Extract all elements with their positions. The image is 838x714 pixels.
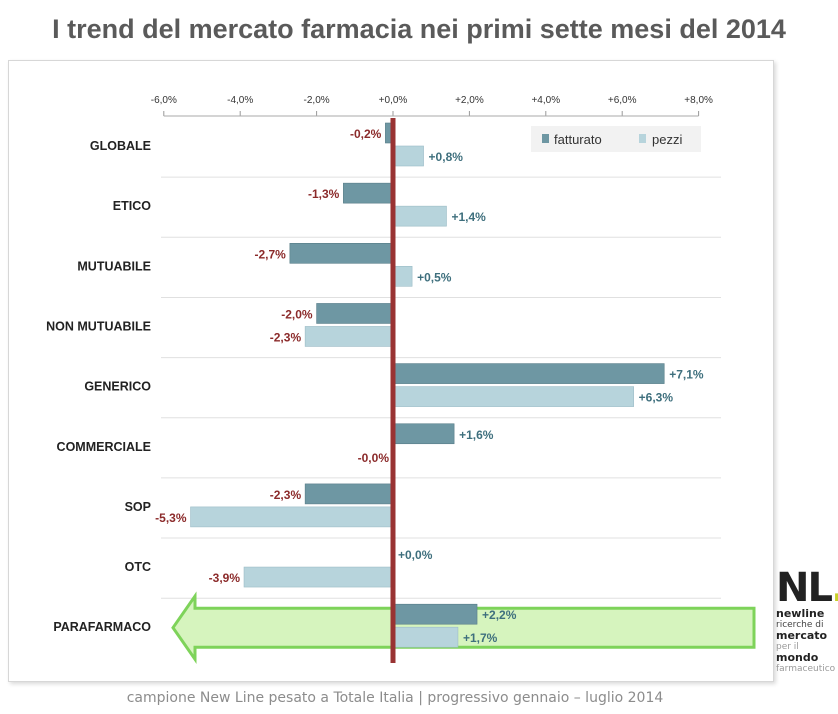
- data-label-fatturato: +0,0%: [398, 548, 433, 562]
- bar-pezzi: [392, 145, 424, 167]
- x-tick-label: +6,0%: [608, 95, 637, 106]
- logo-line-3: mercato: [776, 629, 828, 642]
- data-label-fatturato: -2,0%: [281, 307, 313, 321]
- zero-line: [390, 118, 396, 663]
- category-label: PARAFARMACO: [53, 620, 151, 634]
- bar-fatturato: [304, 483, 394, 505]
- page-title: I trend del mercato farmacia nei primi s…: [52, 14, 786, 44]
- logo-line-1: newline: [776, 607, 825, 620]
- data-label-pezzi: -0,0%: [358, 451, 390, 465]
- category-label: GLOBALE: [90, 139, 151, 153]
- bar-fatturato: [392, 423, 455, 445]
- category-label: SOP: [125, 500, 151, 514]
- category-label: NON MUTUABILE: [46, 319, 151, 333]
- x-tick-label: -2,0%: [304, 95, 330, 106]
- chart: -6,0% -4,0% -2,0% +0,0% +2,0% +4,0% +6,0% +8,0%…: [46, 95, 756, 664]
- logo-line-2: ricerche di: [776, 620, 824, 630]
- data-label-fatturato: -1,3%: [308, 187, 340, 201]
- footer-note: campione New Line pesato a Totale Italia…: [126, 690, 664, 706]
- bar-pezzi: [243, 566, 394, 588]
- x-tick-label: -4,0%: [227, 95, 253, 106]
- category-label: GENERICO: [84, 380, 151, 394]
- highlight-arrow: [171, 591, 756, 664]
- newline-logo: NL. newline ricerche di mercato per il m…: [776, 565, 838, 714]
- x-tick-label: +8,0%: [684, 95, 713, 106]
- data-label-pezzi: +0,5%: [417, 270, 452, 284]
- logo-line-4: per il: [776, 642, 799, 652]
- chart-legend: fatturato pezzi: [531, 126, 701, 152]
- chart-panel: -6,0% -4,0% -2,0% +0,0% +2,0% +4,0% +6,0% +8,0%…: [8, 60, 774, 682]
- data-label-pezzi: +0,8%: [429, 150, 464, 164]
- bar-pezzi: [392, 266, 413, 287]
- legend-swatch-pezzi: [639, 134, 646, 143]
- data-label-pezzi: +1,4%: [451, 210, 486, 224]
- x-tick-label: +2,0%: [455, 95, 484, 106]
- bar-pezzi: [190, 506, 394, 528]
- bar-fatturato: [343, 182, 394, 204]
- legend-swatch-fatturato: [542, 134, 549, 143]
- bar-fatturato: [316, 303, 394, 324]
- legend-box: [531, 126, 701, 152]
- data-label-fatturato: -2,3%: [270, 488, 302, 502]
- x-tick-label: -6,0%: [151, 95, 177, 106]
- data-label-pezzi: -3,9%: [209, 571, 241, 585]
- data-label-pezzi: +1,7%: [463, 631, 498, 645]
- data-label-fatturato: +7,1%: [669, 368, 704, 382]
- bar-pezzi: [392, 205, 447, 227]
- logo-line-6: farmaceutico: [776, 664, 836, 674]
- bar-fatturato: [392, 363, 665, 384]
- category-label: COMMERCIALE: [57, 440, 151, 454]
- bar-pezzi: [392, 626, 459, 648]
- bar-fatturato: [289, 243, 394, 264]
- data-label-fatturato: -2,7%: [255, 247, 287, 261]
- bar-fatturato: [392, 603, 478, 625]
- data-label-fatturato: +1,6%: [459, 428, 494, 442]
- data-label-pezzi: -5,3%: [155, 511, 187, 525]
- bar-pezzi: [392, 386, 634, 407]
- x-tick-label: +0,0%: [379, 95, 408, 106]
- category-label: MUTUABILE: [77, 259, 151, 273]
- legend-label-fatturato: fatturato: [554, 132, 602, 147]
- legend-label-pezzi: pezzi: [652, 132, 682, 147]
- logo-mark: NL.: [776, 565, 838, 611]
- category-label: ETICO: [113, 199, 151, 213]
- category-label: OTC: [125, 560, 151, 574]
- logo-line-5: mondo: [776, 651, 819, 664]
- x-tick-label: +4,0%: [531, 95, 560, 106]
- data-label-fatturato: -0,2%: [350, 127, 382, 141]
- data-label-pezzi: +6,3%: [639, 391, 674, 405]
- data-label-pezzi: -2,3%: [270, 330, 302, 344]
- data-label-fatturato: +2,2%: [482, 608, 517, 622]
- bar-pezzi: [304, 326, 394, 347]
